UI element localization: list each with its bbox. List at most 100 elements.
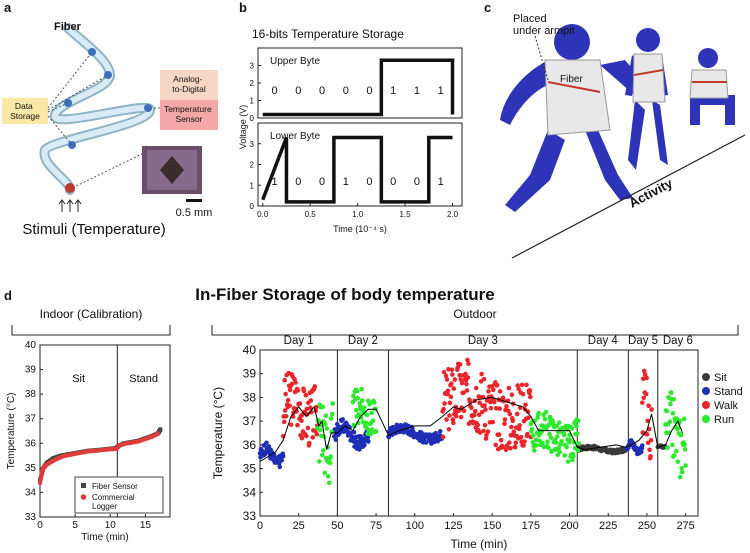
y-tick-label: 38 [25,389,37,400]
data-point [457,372,462,378]
panel-letter-c: c [484,0,491,15]
y-tick-label: 35 [25,463,37,474]
data-point [564,444,569,450]
x-axis-label: Time (min) [81,532,128,543]
micrograph-chip [160,156,184,184]
data-point [330,401,336,406]
data-point [682,442,687,447]
data-point [549,448,555,454]
data-point [491,387,496,393]
temp-sensor-box [160,100,218,130]
data-point [507,411,513,417]
data-point [347,430,353,435]
fiber-label: Fiber [54,21,82,33]
data-point [295,388,301,393]
bit-label: 0 [319,85,325,97]
data-point [310,435,316,440]
x-tick-label: 150 [483,520,501,532]
data-point [359,398,365,403]
leader-line [71,149,151,189]
placed-line2: under armpit [513,25,575,37]
walker-shirt [632,53,666,103]
data-point [324,426,330,431]
x-tick-label: 0.5 [305,210,317,219]
data-point [323,413,329,419]
data-point [320,404,326,410]
data-point [669,390,674,396]
data-point [479,409,485,415]
data-point [525,409,531,414]
y-tick-label: 2 [250,79,255,88]
day-label: Day 5 [628,335,658,347]
x-tick-label: 2.0 [447,210,459,219]
x-tick-label: 0 [257,520,263,532]
data-point [277,464,283,470]
data-point [437,429,443,434]
data-point [440,434,446,440]
fiber-node [144,104,152,112]
data-point [361,405,367,410]
panel-a: Fiber Data Storage Analog- to-Digital Te… [2,21,218,238]
data-point [442,401,447,406]
data-point [320,448,326,453]
y-tick-label: 38 [243,390,257,404]
data-point [498,437,504,443]
data-point [682,447,688,452]
data-point [452,377,458,382]
fiber-word: Fiber [560,74,583,85]
bit-label: 0 [295,176,301,188]
data-point [508,432,514,438]
data-point [500,444,505,450]
data-point [518,434,524,440]
data-point [547,431,552,437]
data-point [557,449,563,455]
data-point [293,380,298,385]
data-point [465,375,471,380]
data-storage-box [2,98,48,124]
data-point [446,427,452,432]
adc-label: Analog- to-Digital [172,74,206,94]
y-tick-label: 33 [243,509,257,523]
data-point [363,420,369,426]
data-point [668,401,673,407]
data-point [280,453,286,459]
data-point [158,427,163,432]
data-point [665,445,670,451]
x-tick-label: 75 [370,520,382,532]
data-point [509,424,514,430]
panel-d-title: In-Fiber Storage of body temperature [195,285,494,304]
region-label: Stand [129,373,158,385]
x-axis-label: Time (min) [451,537,508,551]
data-point [647,447,652,453]
signal-trace [261,135,453,204]
data-point [307,440,312,446]
transition-point [332,168,336,172]
runner-shirt [544,59,611,136]
x-tick-label: 0.0 [257,210,269,219]
data-point [371,400,377,405]
data-point [464,388,470,393]
y-tick-label: 37 [243,414,257,428]
data-point [515,383,520,388]
temp-sensor-label: Temperature Sensor [164,104,214,124]
data-point [683,463,688,468]
data-point [514,411,520,417]
data-point [301,388,307,394]
y-tick-label: 34 [243,485,257,499]
activity-label: Activity [626,175,675,211]
data-point [283,413,289,419]
data-point [644,375,649,381]
data-point [488,405,494,411]
data-point [461,408,467,414]
data-point [491,399,497,405]
data-point [527,388,533,393]
data-point [365,435,371,440]
y-axis-label: Voltage (V) [238,105,248,150]
data-point [670,442,675,448]
bit-label: 0 [295,85,301,97]
data-point [362,442,367,448]
bit-label: 1 [438,85,444,97]
y-tick-label: 3 [250,140,255,149]
x-tick-label: 25 [293,520,305,532]
